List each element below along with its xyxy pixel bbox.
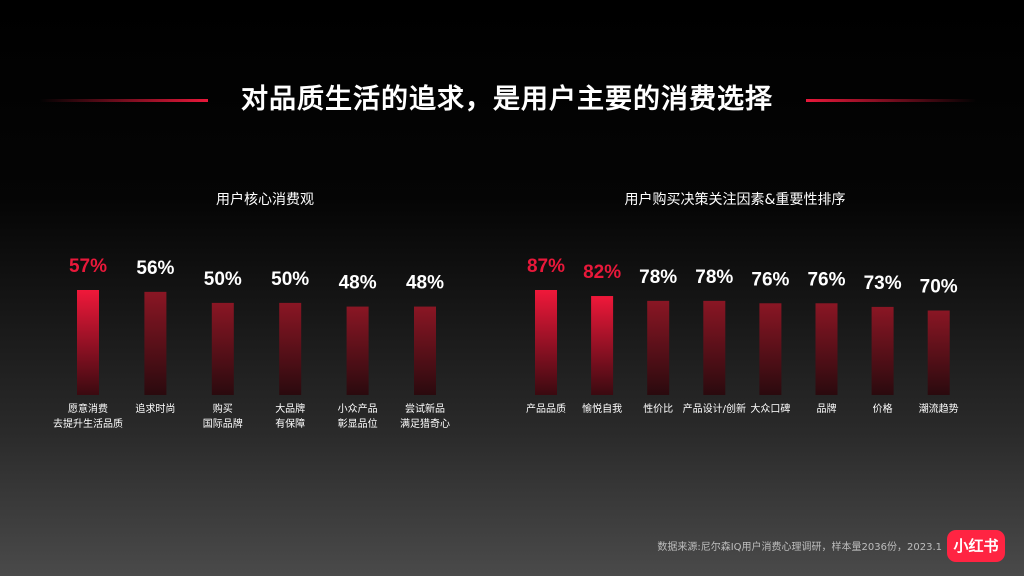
bar-2-7	[871, 306, 894, 395]
category-label-2-8: 潮流趋势	[919, 402, 959, 415]
category-label-1-5: 小众产品彰显品位	[338, 402, 378, 430]
category-label-2-1: 产品品质	[526, 402, 566, 415]
category-label-1-6: 尝试新品满足猎奇心	[400, 402, 450, 430]
category-label-2-2: 愉悦自我	[582, 402, 622, 415]
bar-1-5	[346, 306, 369, 395]
value-label-2-3: 78%	[639, 267, 677, 288]
bar-2-1	[535, 290, 557, 395]
page-title: 对品质生活的追求，是用户主要的消费选择	[241, 84, 773, 115]
value-label-1-5: 48%	[339, 273, 377, 294]
category-label-2-4: 产品设计/创新	[683, 402, 746, 415]
bar-2-3	[647, 300, 670, 395]
category-label-2-6: 品牌	[817, 402, 837, 415]
category-label-2-7: 价格	[873, 402, 893, 415]
category-label-2-5: 大众口碑	[750, 402, 790, 415]
bar-2-2	[591, 296, 614, 395]
value-label-2-1: 87%	[527, 256, 565, 277]
bar-1-6	[414, 306, 436, 395]
left-chart-title: 用户核心消费观	[216, 192, 314, 208]
value-label-2-8: 70%	[920, 277, 958, 298]
value-label-2-2: 82%	[583, 262, 621, 283]
title-left-line	[40, 99, 208, 102]
bar-1-4	[279, 302, 302, 395]
bar-2-6	[815, 303, 838, 395]
category-label-1-4: 大品牌有保障	[275, 402, 305, 430]
bar-2-4	[703, 300, 726, 395]
bar-2-5	[759, 303, 782, 395]
value-label-2-7: 73%	[864, 273, 902, 294]
bar-1-3	[211, 302, 234, 395]
value-label-2-4: 78%	[695, 267, 733, 288]
bar-1-1	[77, 290, 99, 395]
title-right-line	[806, 99, 976, 102]
value-label-2-5: 76%	[751, 269, 789, 290]
value-label-1-1: 57%	[69, 256, 107, 277]
category-label-1-2: 追求时尚	[135, 402, 175, 415]
data-source: 数据来源:尼尔森IQ用户消费心理调研，样本量2036份，2023.1	[657, 542, 942, 553]
value-label-2-6: 76%	[807, 269, 845, 290]
xiaohongshu-logo: 小红书	[947, 530, 1005, 562]
category-label-1-3: 购买国际品牌	[203, 402, 243, 430]
value-label-1-4: 50%	[271, 269, 309, 290]
category-label-1-1: 愿意消费去提升生活品质	[53, 402, 123, 430]
title-area: 对品质生活的追求，是用户主要的消费选择	[0, 80, 1024, 120]
value-label-1-2: 56%	[136, 258, 174, 279]
value-label-1-3: 50%	[204, 269, 242, 290]
category-label-2-3: 性价比	[643, 402, 673, 415]
bar-1-2	[144, 291, 167, 395]
value-label-1-6: 48%	[406, 273, 444, 294]
bar-2-8	[927, 310, 950, 395]
right-chart-title: 用户购买决策关注因素&重要性排序	[624, 192, 846, 208]
